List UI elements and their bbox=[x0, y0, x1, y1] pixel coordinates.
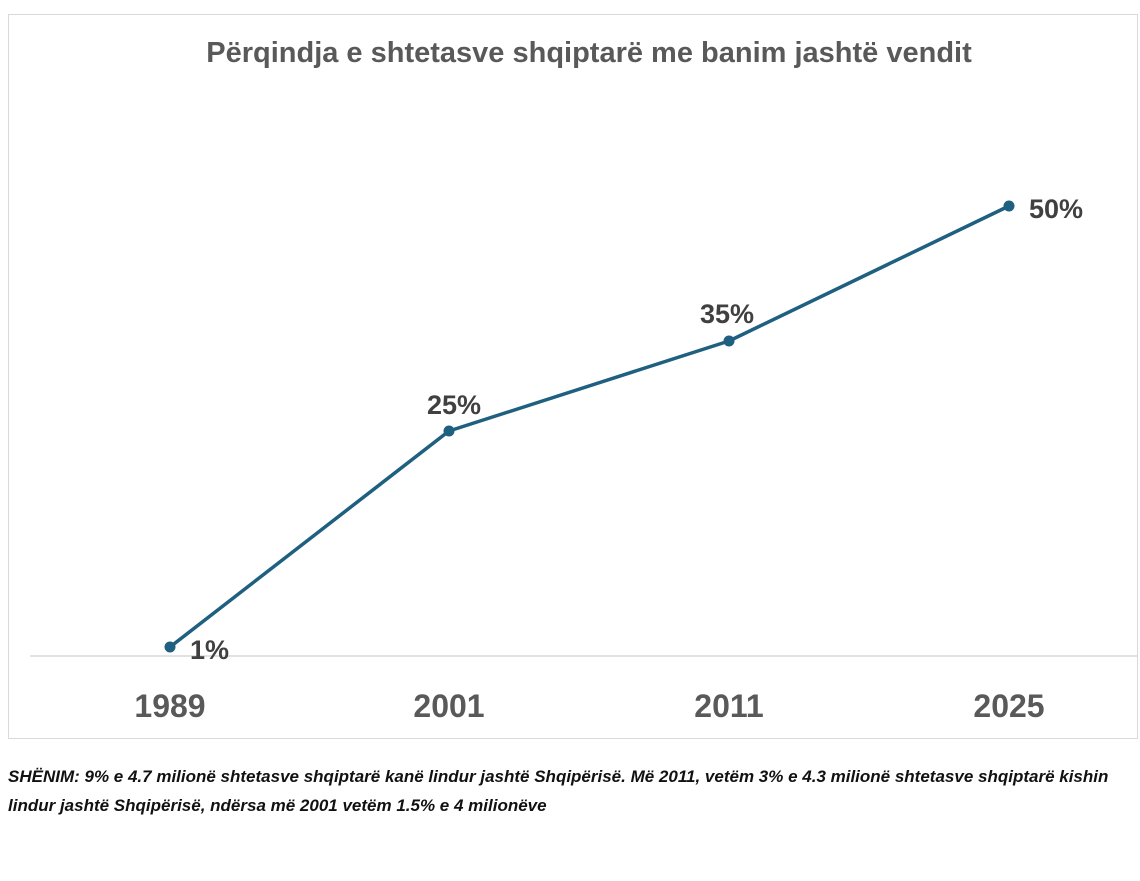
data-labels: 1% 25% 35% 50% bbox=[190, 194, 1083, 665]
series-line bbox=[164, 200, 1015, 653]
x-tick-label: 2025 bbox=[973, 688, 1044, 724]
data-point bbox=[443, 425, 455, 437]
x-tick-label: 2011 bbox=[694, 688, 763, 724]
x-tick-label: 2001 bbox=[413, 688, 484, 724]
data-label: 25% bbox=[427, 390, 481, 420]
data-point bbox=[723, 335, 735, 347]
chart-frame bbox=[8, 14, 1138, 739]
series-line-path bbox=[168, 204, 1010, 649]
line-chart: Përqindja e shtetasve shqiptarë me banim… bbox=[30, 37, 1138, 724]
footnote: SHËNIM: 9% e 4.7 milionë shtetasve shqip… bbox=[8, 767, 1109, 815]
x-tick-label: 1989 bbox=[134, 688, 205, 724]
x-axis: 1989 2001 2011 2025 bbox=[30, 655, 1138, 724]
chart-title: Përqindja e shtetasve shqiptarë me banim… bbox=[206, 37, 972, 69]
data-label: 1% bbox=[190, 635, 229, 665]
data-label: 35% bbox=[700, 299, 754, 329]
data-point bbox=[1003, 200, 1015, 212]
data-label: 50% bbox=[1029, 194, 1083, 224]
data-point bbox=[164, 641, 176, 653]
